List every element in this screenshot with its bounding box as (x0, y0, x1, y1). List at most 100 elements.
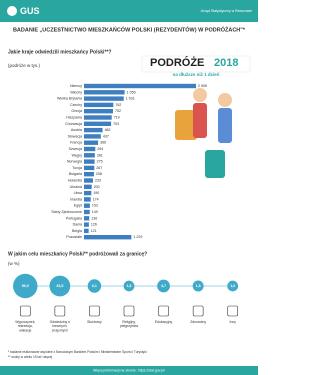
bar (84, 191, 91, 195)
category-label: Stany Zjednoczone (51, 210, 82, 214)
infographic: GUS Urząd Statystyczny w Rzeszowie BADAN… (0, 0, 258, 375)
value-label: 1 229 (133, 235, 142, 239)
category-label: Ukraina (70, 185, 82, 189)
bar (84, 235, 131, 239)
value-label: 6,1 (92, 284, 97, 288)
title: BADANIE „UCZESTNICTWO MIESZKAŃCÓW POLSKI… (13, 25, 246, 33)
icon (159, 306, 169, 316)
office: Urząd Statystyczny w Rzeszowie (201, 9, 252, 13)
category-label: Holandia (68, 178, 82, 182)
bar (84, 197, 91, 201)
category-label: Wielka Brytania (57, 97, 82, 101)
footnote: ** osoby w wieku 15 lat i więcej (8, 355, 52, 359)
bar (84, 96, 124, 100)
category-label: Niemcy (70, 84, 82, 88)
bar (84, 109, 113, 113)
category-label: Religijny,pielgrzymka (120, 320, 138, 328)
bar (84, 90, 125, 94)
icon (20, 306, 30, 316)
value-label: 719 (114, 115, 120, 119)
icon (55, 306, 65, 316)
value-label: 366 (100, 141, 106, 145)
bar (84, 222, 89, 226)
bar (84, 122, 111, 126)
category-label: Dania (73, 223, 82, 227)
category-label: Węgry (72, 153, 83, 157)
category-label: Zdrowotny (190, 320, 206, 324)
chart-subtitle: (w %) (8, 261, 20, 266)
category-label: Grecja (71, 109, 82, 113)
value-label: 1,6 (127, 284, 132, 288)
value-label: 703 (113, 122, 119, 126)
category-label: Egipt (74, 204, 82, 208)
category-label: Francja (70, 141, 82, 145)
icon (89, 306, 99, 316)
value-label: 190 (93, 191, 99, 195)
bar (84, 84, 196, 88)
value-label: 281 (97, 153, 103, 157)
category-label: Edukacyjny (155, 320, 173, 324)
bar (84, 204, 90, 208)
bar (84, 128, 103, 132)
banner-word: PODRÓŻE (150, 56, 204, 69)
category-label: Czechy (70, 103, 82, 107)
value-label: 762 (115, 103, 121, 107)
value-label: 136 (91, 216, 97, 220)
value-label: 2 908 (198, 84, 207, 88)
value-label: 233 (95, 178, 101, 182)
bar (84, 141, 98, 145)
illustration (175, 88, 232, 178)
category-label: Litwa (74, 191, 82, 195)
value-label: 258 (96, 172, 102, 176)
icon (124, 306, 134, 316)
chart-title: Jakie kraje odwiedzili mieszkańcy Polski… (8, 49, 111, 55)
value-label: 200 (94, 185, 100, 189)
icon (228, 306, 238, 316)
bar (84, 115, 112, 119)
value-label: 56,0 (22, 284, 29, 288)
logo-icon (7, 6, 17, 16)
icon (193, 306, 203, 316)
value-label: 33,5 (56, 284, 63, 288)
bar (84, 210, 90, 214)
logo: GUS (20, 6, 40, 16)
category-label: Wypoczynek,rekreacja,wakacje (15, 320, 35, 332)
banner-year: 2018 (214, 57, 238, 69)
value-label: 482 (105, 128, 111, 132)
bar (84, 172, 94, 176)
value-label: 126 (91, 223, 97, 227)
value-label: 437 (103, 134, 109, 138)
category-label: Włochy (70, 90, 82, 94)
bar (84, 103, 113, 107)
value-label: 149 (92, 210, 98, 214)
category-label: Austria (71, 128, 82, 132)
value-label: 1 031 (126, 97, 135, 101)
value-label: 275 (97, 160, 103, 164)
category-label: Szwecja (69, 147, 82, 151)
category-label: Belgia (72, 229, 82, 233)
bar (84, 229, 89, 233)
category-label: Norwegia (67, 160, 82, 164)
category-label: Inny (230, 320, 237, 324)
category-label: Hiszpania (66, 115, 82, 119)
footnote: * badanie realizowane wspólnie z Narodow… (8, 350, 147, 354)
bar (84, 166, 94, 170)
category-label: Słowacja (68, 134, 82, 138)
category-label: Służbowy (87, 320, 102, 324)
bar (84, 178, 93, 182)
bar (84, 147, 95, 151)
value-label: 752 (115, 109, 121, 113)
category-label: Turcja (72, 166, 82, 170)
footer: Więcej informacji na stronie: https://st… (93, 368, 165, 372)
value-label: 1 055 (127, 90, 136, 94)
value-label: 121 (91, 229, 97, 233)
value-label: 1,6 (230, 284, 235, 288)
chart-title: W jakim celu mieszkańcy Polski** podróżo… (8, 251, 147, 257)
bar (84, 153, 95, 157)
category-label: Portugalia (66, 216, 82, 220)
value-label: 4,7 (161, 284, 166, 288)
bar (84, 159, 95, 163)
category-label: Irlandia (70, 197, 82, 201)
banner-note: na dłuższe niż 1 dzień (173, 72, 220, 77)
